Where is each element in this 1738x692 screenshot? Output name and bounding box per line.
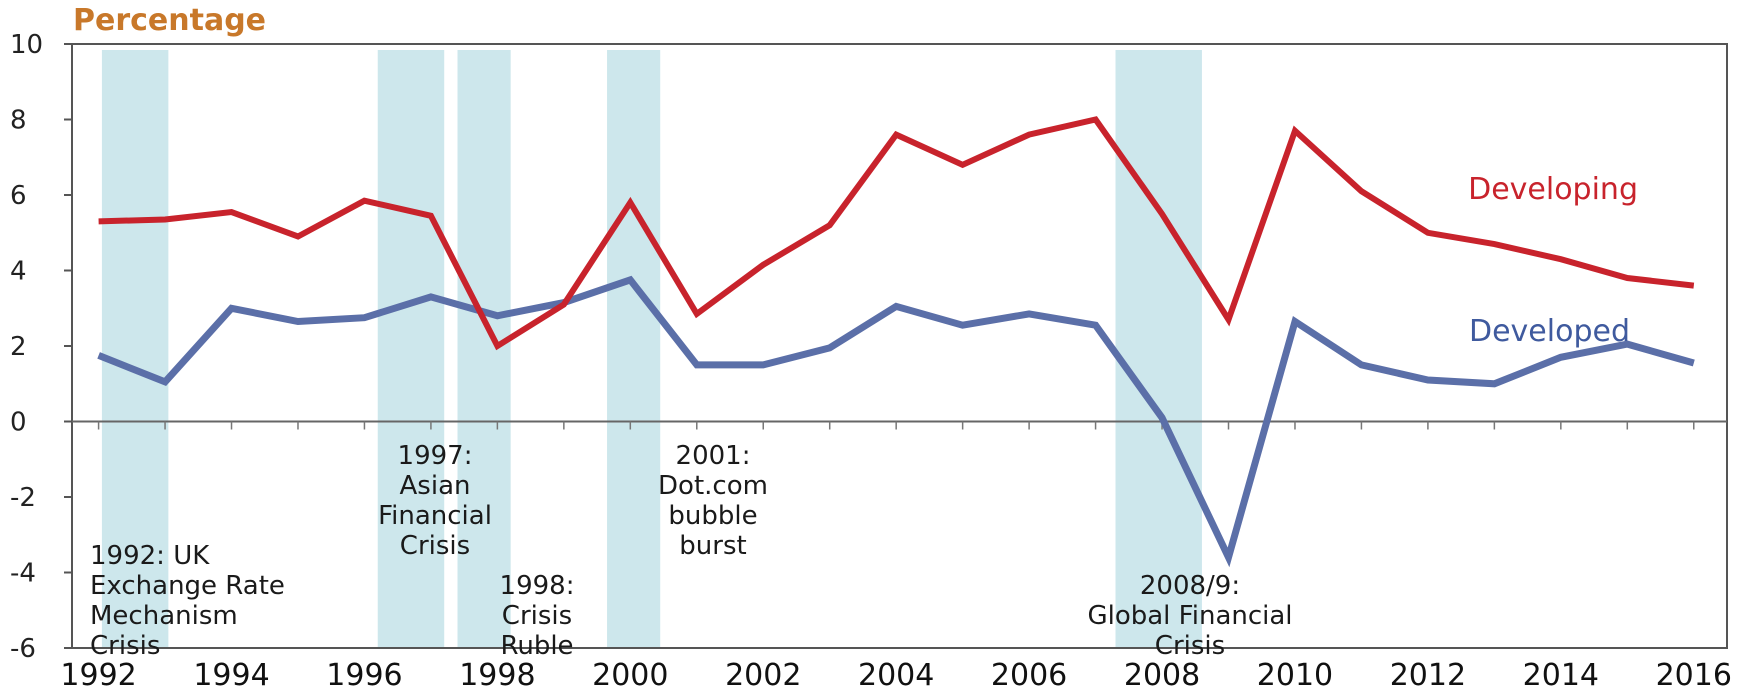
annotation-gfc-line-2: Crisis (1155, 631, 1225, 661)
x-tick-label: 1998 (459, 658, 535, 692)
y-axis-label: Percentage (73, 3, 266, 38)
annotation-asian-line-3: Crisis (400, 531, 470, 561)
ticks: -6 -4 -2 0 2 4 6 8 10 1992 1994 1996 1998 2000 2002 200… (10, 30, 1732, 692)
x-tick-label: 1994 (193, 658, 269, 692)
annotation-erm-line-1: Exchange Rate (90, 571, 285, 601)
annotation-dotcom-line-3: burst (679, 531, 746, 561)
x-tick-label: 2012 (1390, 658, 1466, 692)
x-tick-label: 2016 (1656, 658, 1732, 692)
y-tick-label: -4 (10, 559, 36, 589)
shaded-period-erm (101, 50, 169, 648)
annotation-asian-line-2: Financial (378, 501, 492, 531)
series-line-developing (98, 116, 1695, 351)
y-tick-label: 4 (10, 257, 27, 287)
shaded-periods (101, 50, 1202, 648)
annotation-asian-line-1: Asian (400, 471, 471, 501)
shaded-period-ruble (457, 50, 511, 648)
annotation-dotcom-line-2: bubble (668, 501, 757, 531)
x-tick-label: 2014 (1523, 658, 1599, 692)
x-tick-label: 2008 (1124, 658, 1200, 692)
annotation-asian-line-0: 1997: (398, 441, 473, 471)
x-tick-label: 1992 (60, 658, 136, 692)
series-labels: Developing Developed (1468, 172, 1638, 349)
shaded-period-gfc (1115, 50, 1202, 648)
y-tick-label: 6 (10, 181, 27, 211)
y-tick-label: -6 (10, 634, 36, 664)
y-tick-label: 10 (10, 30, 43, 60)
series-label-developed: Developed (1469, 314, 1630, 349)
series-label-developing: Developing (1468, 172, 1638, 207)
annotation-erm-line-0: 1992: UK (90, 541, 210, 571)
annotation-ruble-line-2: Ruble (500, 631, 573, 661)
shaded-period-asian (377, 50, 445, 648)
y-tick-label: 0 (10, 408, 27, 438)
annotation-dotcom-line-0: 2001: (676, 441, 751, 471)
annotation-ruble-line-1: Crisis (502, 601, 572, 631)
annotation-erm-line-3: Crisis (90, 631, 160, 661)
annotation-gfc-line-1: Global Financial (1087, 601, 1292, 631)
y-tick-label: 8 (10, 106, 27, 136)
annotation-gfc-line-0: 2008/9: (1140, 571, 1240, 601)
shaded-period-dotcom (607, 50, 661, 648)
x-tick-label: 2000 (592, 658, 668, 692)
x-tick-label: 2004 (858, 658, 934, 692)
y-tick-label: 2 (10, 332, 27, 362)
x-tick-label: 2002 (725, 658, 801, 692)
x-tick-label: 1996 (326, 658, 402, 692)
y-tick-label: -2 (10, 483, 36, 513)
series-line-developed (97, 275, 1695, 568)
annotation-dotcom-line-1: Dot.com (658, 471, 768, 501)
x-tick-label: 2010 (1257, 658, 1333, 692)
annotation-ruble-line-0: 1998: (500, 571, 575, 601)
x-tick-label: 2006 (991, 658, 1067, 692)
series (97, 116, 1695, 568)
annotation-erm-line-2: Mechanism (90, 601, 238, 631)
